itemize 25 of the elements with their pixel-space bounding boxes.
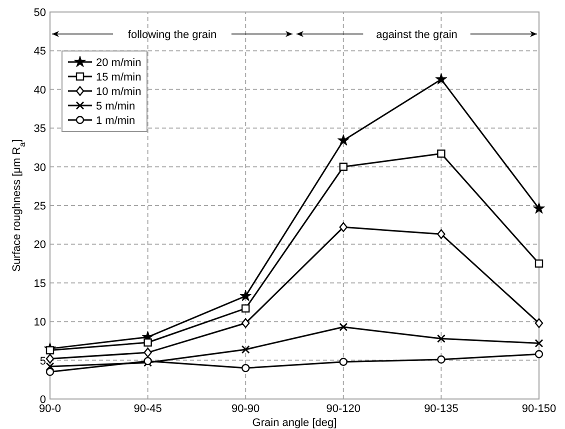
y-tick-label: 15	[34, 278, 46, 290]
legend-label: 10 m/min	[96, 86, 142, 98]
annotation: following the grain	[128, 29, 217, 41]
x-tick-label: 90-150	[522, 403, 556, 415]
y-tick-label: 10	[34, 316, 46, 329]
y-tick-label: 20	[34, 239, 46, 252]
legend-label: 20 m/min	[96, 57, 142, 69]
y-tick-label: 45	[34, 46, 46, 58]
y-tick-label: 30	[34, 162, 46, 174]
y-tick-label: 40	[34, 84, 46, 96]
x-tick-label: 90-135	[424, 403, 458, 415]
y-tick-label: 50	[34, 7, 46, 19]
annotation: against the grain	[376, 29, 458, 41]
y-tick-label: 35	[34, 123, 46, 136]
y-tick-label: 25	[34, 200, 46, 212]
x-tick-label: 90-90	[232, 403, 260, 415]
y-tick-label: 5	[40, 355, 46, 368]
legend-label: 1 m/min	[96, 115, 136, 127]
x-tick-label: 90-0	[38, 403, 62, 415]
y-tick-label: 0	[40, 394, 46, 406]
x-tick-label: 90-120	[326, 403, 361, 415]
x-tick-label: 90-45	[134, 403, 162, 415]
x-axis-title: Grain angle [deg]	[252, 417, 337, 429]
legend-label: 15 m/min	[96, 72, 142, 84]
legend-label: 5 m/min	[96, 100, 136, 112]
